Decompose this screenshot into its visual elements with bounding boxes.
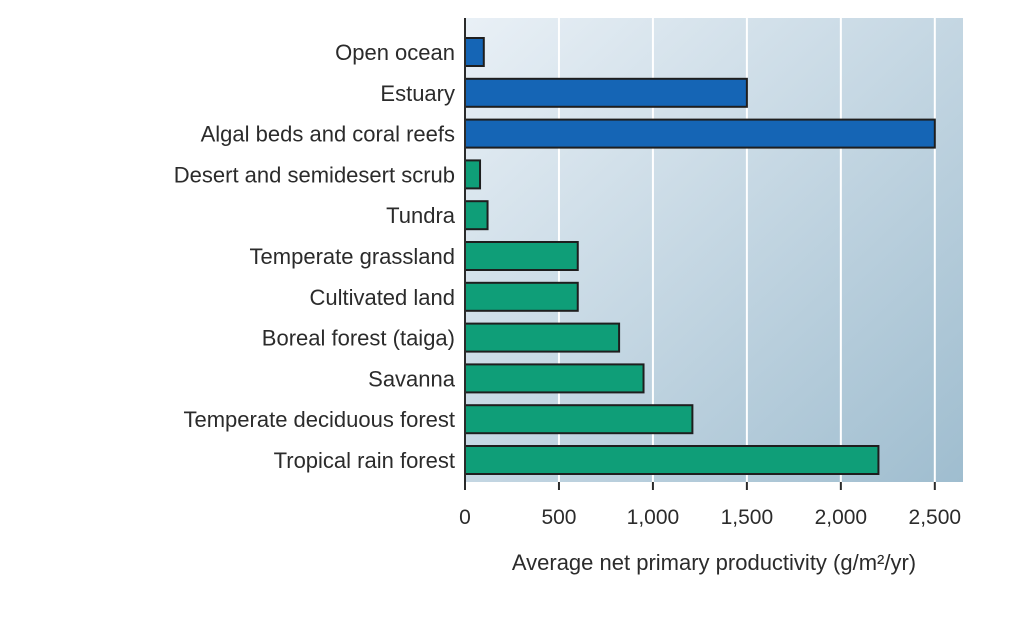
x-axis-ticks: 0 500 1,000 1,500 2,000 2,500 [459,482,961,529]
category-labels: Open ocean Estuary Algal beds and coral re… [174,40,456,473]
category-label: Algal beds and coral reefs [201,122,455,147]
category-label: Boreal forest (taiga) [262,326,455,351]
bar [464,77,748,108]
x-axis-title: Average net primary productivity (g/m²/y… [512,550,916,575]
bar [464,118,936,149]
x-tick-label: 0 [459,506,471,529]
bars-group [464,37,936,475]
category-label: Open ocean [335,40,455,65]
x-tick-label: 1,500 [721,506,774,529]
category-label: Tropical rain forest [274,448,455,473]
x-tick-label: 2,000 [815,506,868,529]
bar [464,241,579,271]
bar [464,322,621,353]
bar [464,404,694,435]
bar [464,363,645,394]
bar [464,159,482,190]
bar [464,200,489,231]
category-label: Cultivated land [309,285,455,310]
category-label: Temperate deciduous forest [184,407,456,432]
category-label: Tundra [386,203,456,228]
category-label: Estuary [380,81,455,106]
bar [464,445,880,475]
bar [464,281,579,312]
category-label: Temperate grassland [250,244,455,269]
category-label: Savanna [368,366,456,391]
category-label: Desert and semidesert scrub [174,162,455,187]
x-tick-label: 1,000 [627,506,680,529]
x-tick-label: 2,500 [909,506,962,529]
x-tick-label: 500 [541,506,576,529]
bar [464,37,485,67]
